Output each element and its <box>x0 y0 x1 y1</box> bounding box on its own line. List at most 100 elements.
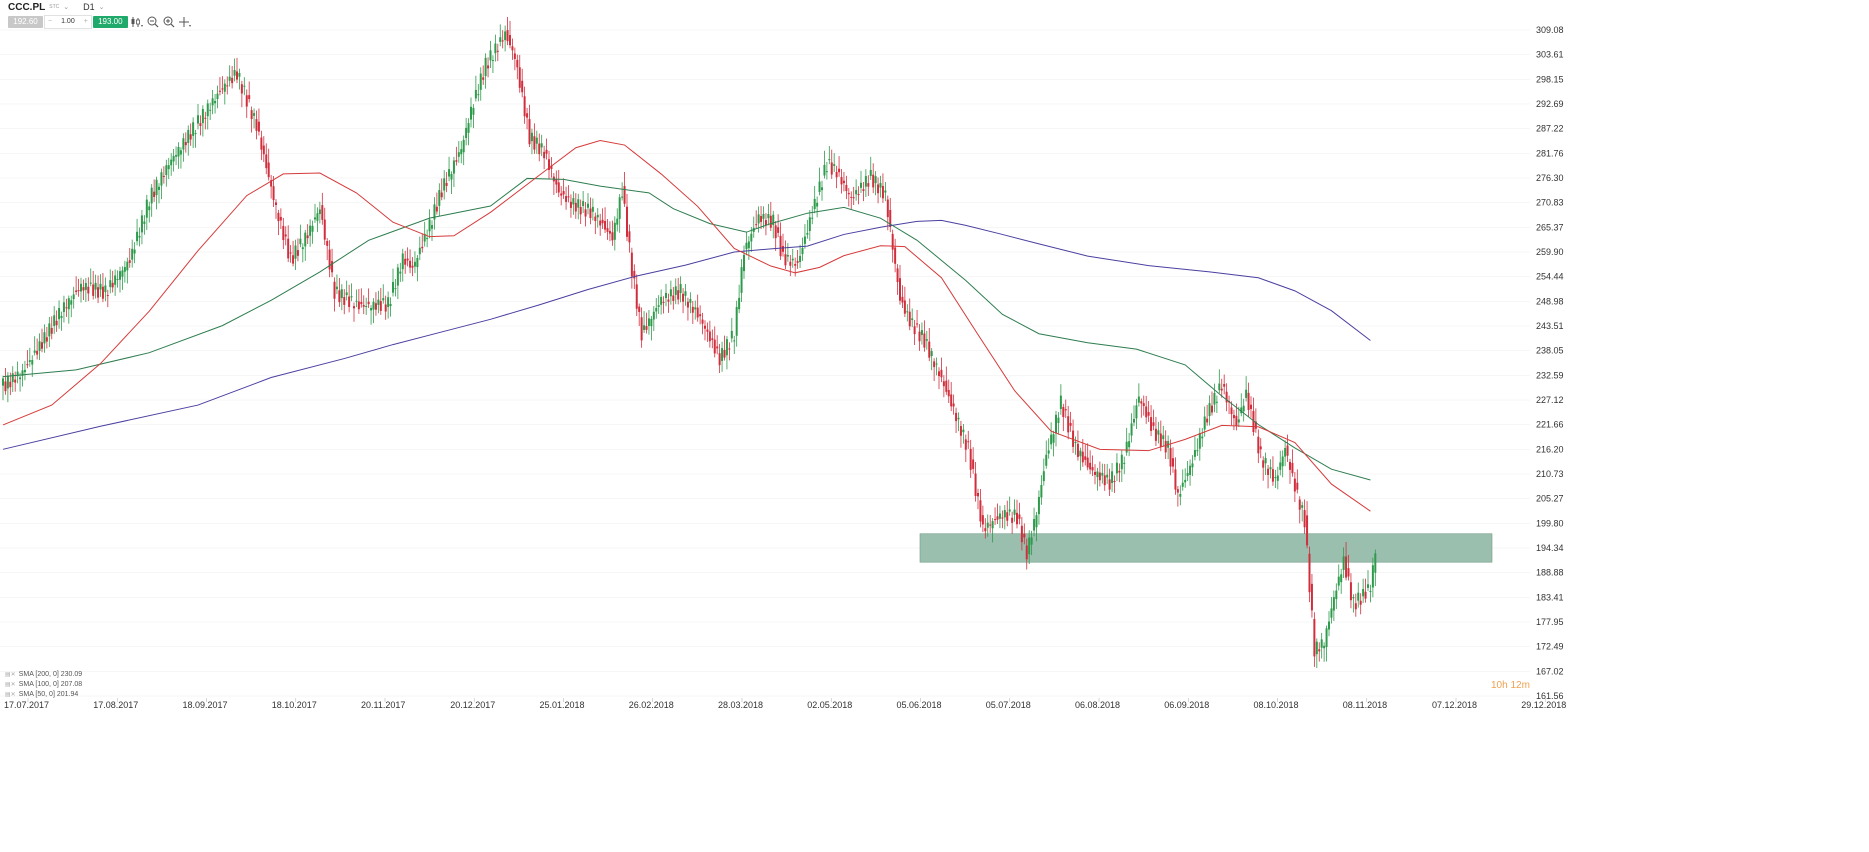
candle <box>840 168 843 194</box>
candle <box>855 179 858 201</box>
candle-body <box>101 286 104 299</box>
y-tick-label: 281.76 <box>1536 148 1564 158</box>
candle <box>460 141 463 164</box>
candle-body <box>92 284 95 296</box>
candle <box>1001 510 1004 529</box>
candle <box>150 184 153 217</box>
settings-close-icon[interactable]: ▤✕ <box>5 672 16 678</box>
candle <box>977 488 979 510</box>
candle-body <box>1050 434 1053 445</box>
candle-body <box>991 521 994 529</box>
candle <box>396 263 399 300</box>
candle <box>1349 573 1352 609</box>
candle <box>1064 399 1067 418</box>
candle <box>945 366 948 395</box>
candle <box>1033 507 1036 537</box>
zoom-out-icon[interactable] <box>146 16 160 28</box>
support-zone-rectangle[interactable] <box>919 533 1493 563</box>
candle-body <box>969 448 972 470</box>
zoom-in-icon[interactable] <box>162 16 176 28</box>
candle <box>16 361 19 384</box>
candle <box>1076 430 1079 461</box>
candle-body <box>1369 591 1372 593</box>
settings-close-icon[interactable]: ▤✕ <box>5 682 16 688</box>
candle-body <box>50 327 53 334</box>
candle-body <box>1359 600 1362 605</box>
candle-body <box>1159 433 1162 447</box>
candle <box>913 320 916 345</box>
candle-body <box>957 417 960 420</box>
candle <box>1050 422 1053 450</box>
candle-body <box>452 160 455 174</box>
candle <box>957 412 960 432</box>
candle-body <box>825 171 828 173</box>
sell-button[interactable]: 192.60 <box>8 15 43 28</box>
candle <box>265 143 268 175</box>
candle <box>513 47 516 71</box>
candle-body <box>587 203 589 208</box>
candle-body <box>236 71 238 80</box>
candle <box>452 156 455 188</box>
candle-body <box>833 164 836 166</box>
increase-button[interactable]: + <box>83 18 88 25</box>
candle <box>616 208 619 232</box>
candle-body <box>138 235 141 238</box>
candle-body <box>864 176 867 187</box>
candle <box>406 247 409 267</box>
legend-item-sma50[interactable]: ▤✕ SMA [50, 0] 201.94 <box>5 690 82 700</box>
y-tick-label: 298.15 <box>1536 74 1564 84</box>
candle <box>1079 447 1082 471</box>
candle <box>1357 582 1360 608</box>
candle-body <box>440 192 443 198</box>
candle-body <box>299 238 302 245</box>
chevron-down-icon[interactable]: ⌄ <box>63 4 70 11</box>
candle-body <box>384 304 387 312</box>
timeframe-selector[interactable]: D1 <box>83 2 95 12</box>
candle-body <box>367 301 370 305</box>
candle-body <box>669 289 672 297</box>
quantity-value[interactable]: 1.00 <box>61 18 75 25</box>
candle-body <box>684 291 687 296</box>
x-tick-label: 29.12.2018 <box>1521 700 1566 710</box>
decrease-button[interactable]: − <box>48 18 53 25</box>
candle-body <box>167 165 170 170</box>
candle <box>569 194 572 218</box>
legend-item-sma100[interactable]: ▤✕ SMA [100, 0] 207.08 <box>5 680 82 690</box>
candle <box>896 264 899 295</box>
candle-body <box>1310 583 1313 611</box>
candle-body <box>87 286 90 294</box>
candle <box>652 306 655 331</box>
candle-body <box>1133 418 1135 423</box>
legend-item-sma200[interactable]: ▤✕ SMA [200, 0] 230.09 <box>5 670 82 680</box>
candle-body <box>606 228 609 232</box>
candle-body <box>1240 407 1243 414</box>
crosshair-move-icon[interactable] <box>178 16 192 28</box>
candle-body <box>1123 462 1126 464</box>
candle-body <box>21 370 24 376</box>
y-tick-label: 227.12 <box>1536 395 1564 405</box>
chevron-down-icon[interactable]: ⌄ <box>98 4 105 11</box>
candle <box>355 289 358 308</box>
candle <box>918 324 921 351</box>
candle <box>1240 393 1243 417</box>
candle-body <box>755 224 758 226</box>
candle <box>696 294 699 322</box>
candle <box>791 249 794 268</box>
candle <box>411 257 414 277</box>
candle <box>989 514 992 533</box>
candle <box>543 145 546 170</box>
candle-body <box>282 225 285 241</box>
quantity-stepper[interactable]: − 1.00 + <box>44 14 92 29</box>
candle <box>772 210 775 239</box>
candles-icon[interactable] <box>130 16 144 28</box>
candle <box>409 249 412 274</box>
settings-close-icon[interactable]: ▤✕ <box>5 692 16 698</box>
candle-body <box>511 46 514 51</box>
candle-body <box>1006 512 1009 521</box>
symbol-name[interactable]: CCC.PL <box>8 1 46 13</box>
candle-body <box>333 281 336 299</box>
buy-button[interactable]: 193.00 <box>92 15 128 28</box>
candle <box>764 213 767 236</box>
candle-body <box>277 212 280 222</box>
